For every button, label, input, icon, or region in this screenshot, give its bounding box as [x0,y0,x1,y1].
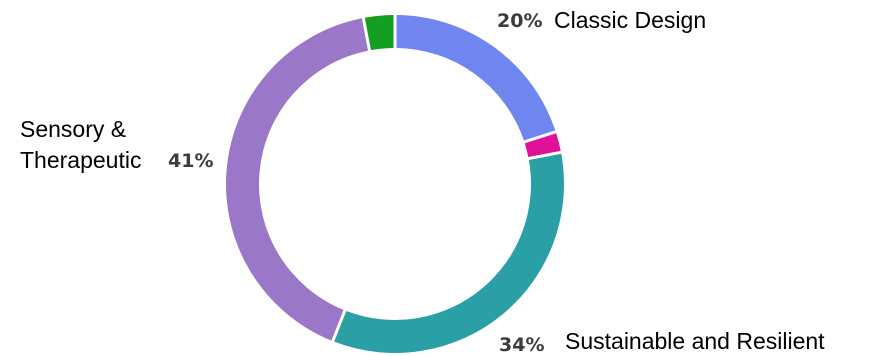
slice-sustainable [334,153,565,354]
slice-classic [396,15,556,141]
donut-slices [225,15,565,354]
sensory-label-line1: Sensory & [20,116,126,142]
slice-unlabeled_green [364,15,394,51]
sensory-percent: 41% [168,150,213,172]
classic-design-label: Classic Design [554,7,706,33]
sustainable-label: Sustainable and Resilient [565,328,825,354]
slice-unlabeled_pink [524,133,561,158]
sensory-label-line2: Therapeutic [20,147,141,173]
sustainable-percent: 34% [499,334,544,356]
slice-sensory [225,18,369,341]
classic-design-percent: 20% [497,10,542,32]
